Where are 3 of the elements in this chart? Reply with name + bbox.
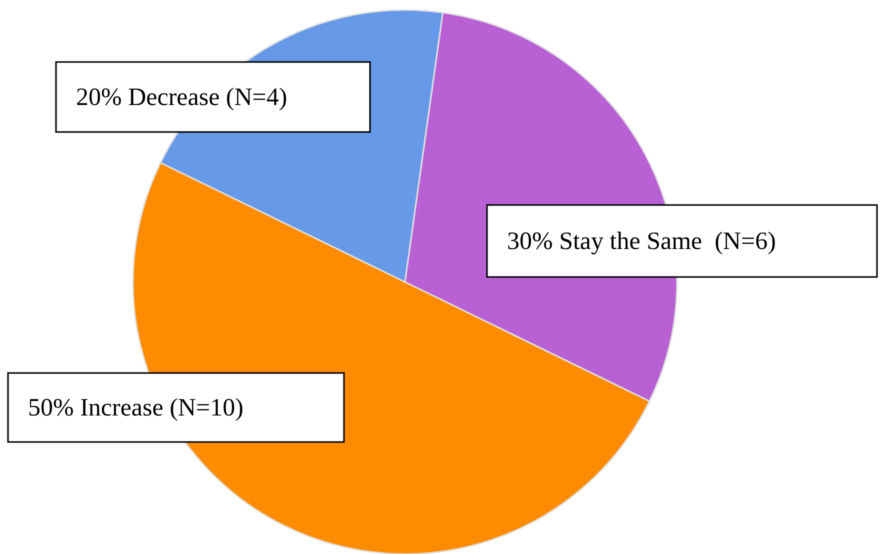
slice-label: 30% Stay the Same (N=6): [507, 228, 776, 255]
slice-label: 20% Decrease (N=4): [76, 84, 288, 111]
slice-label: 50% Increase (N=10): [28, 394, 244, 422]
